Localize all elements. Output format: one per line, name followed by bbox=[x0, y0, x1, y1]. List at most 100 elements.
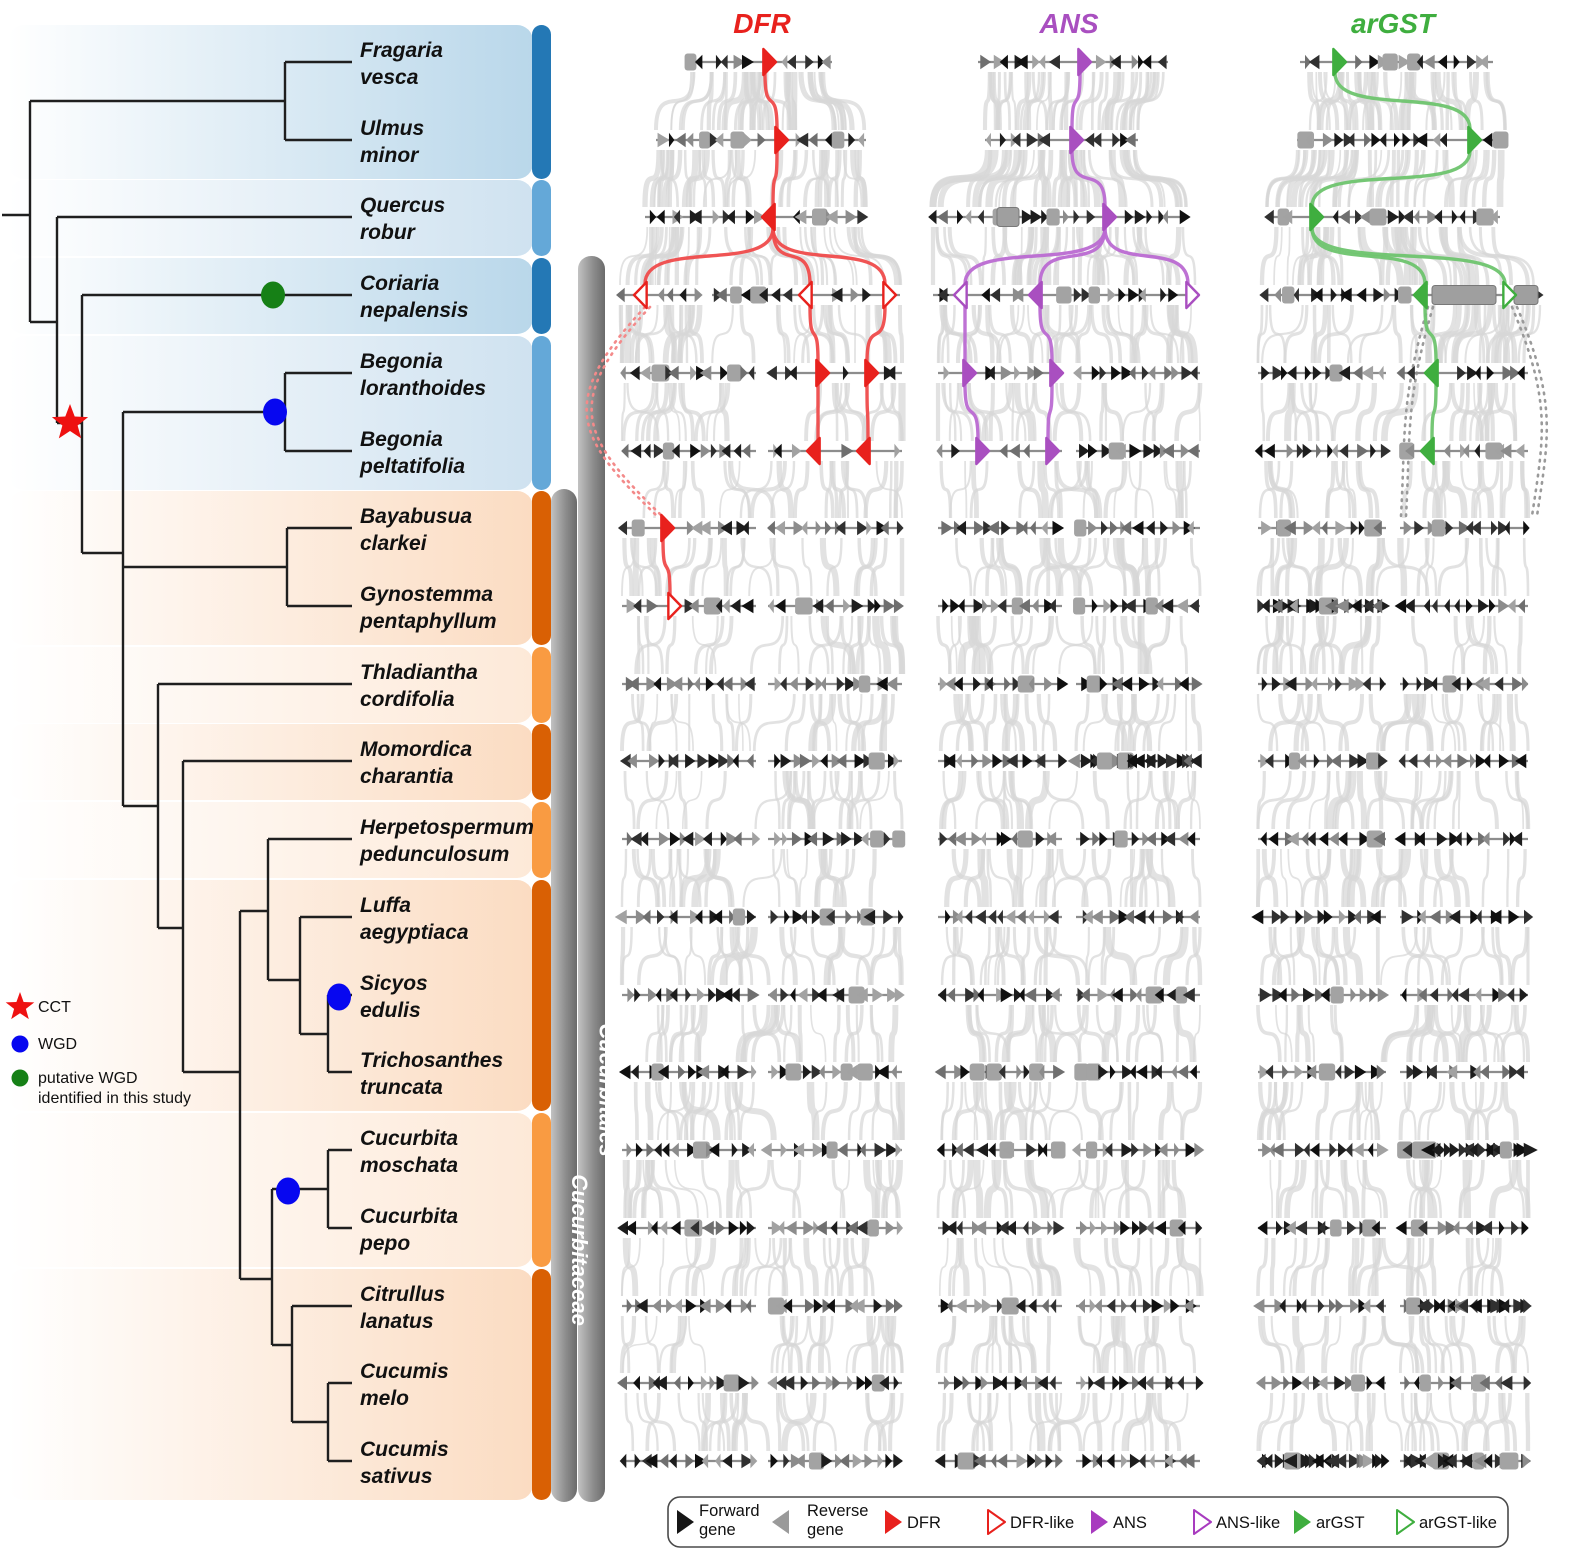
ribbon bbox=[1342, 926, 1364, 986]
ribbon bbox=[1058, 615, 1094, 675]
gene-arrow bbox=[1026, 1142, 1037, 1158]
ribbon bbox=[668, 382, 681, 442]
ribbon bbox=[806, 770, 810, 830]
ribbon bbox=[1334, 460, 1356, 519]
gene-arrow-outline bbox=[1419, 436, 1435, 466]
gene-arrow bbox=[670, 1220, 681, 1236]
gene-arrow bbox=[620, 365, 626, 381]
gene-arrow bbox=[965, 209, 972, 225]
gene-arrow bbox=[657, 132, 670, 148]
gene-arrow bbox=[1012, 676, 1021, 692]
gene-arrow bbox=[815, 676, 824, 692]
ribbon bbox=[1136, 71, 1149, 131]
ribbon bbox=[805, 149, 830, 208]
gene-arrow bbox=[815, 1220, 827, 1236]
gene-arrow bbox=[775, 520, 786, 536]
gene-arrow bbox=[1121, 1298, 1127, 1314]
ribbon bbox=[972, 1392, 999, 1452]
gene-arrow bbox=[630, 443, 642, 459]
synteny-ribbons bbox=[1256, 71, 1542, 1452]
gene-arrow bbox=[1515, 443, 1525, 459]
ribbon bbox=[981, 1237, 1013, 1297]
gene-arrow bbox=[720, 54, 728, 70]
ribbon bbox=[1161, 1159, 1166, 1219]
gene-arrow bbox=[1362, 598, 1374, 614]
ribbon bbox=[1492, 304, 1511, 364]
gene-arrow bbox=[668, 753, 679, 769]
ribbon bbox=[1077, 1004, 1089, 1063]
gene-arrow bbox=[754, 209, 766, 225]
gene-arrow bbox=[1424, 676, 1437, 692]
ribbon bbox=[1316, 226, 1335, 286]
gene-arrow bbox=[857, 132, 865, 148]
gene-arrow bbox=[1438, 1375, 1444, 1391]
ribbon bbox=[863, 1392, 894, 1452]
gene-arrow bbox=[694, 676, 701, 692]
dotted-link bbox=[1404, 305, 1435, 518]
gene-arrow bbox=[974, 1220, 987, 1236]
gene-arrow bbox=[726, 209, 735, 225]
gene-arrow bbox=[1089, 1220, 1096, 1236]
gene-arrow bbox=[1329, 1142, 1337, 1158]
gene-arrow bbox=[857, 209, 869, 225]
gene-arrow bbox=[835, 1453, 843, 1469]
gene-arrow bbox=[1096, 1453, 1102, 1469]
ribbon bbox=[1484, 382, 1494, 442]
ribbon bbox=[1082, 693, 1109, 752]
gene-arrow bbox=[1431, 598, 1438, 614]
ribbon bbox=[1034, 537, 1082, 597]
gene-arrow bbox=[1103, 598, 1112, 614]
ribbon bbox=[636, 615, 641, 675]
species-epithet: loranthoides bbox=[360, 377, 486, 400]
gene-arrow bbox=[651, 1220, 658, 1236]
gene-block bbox=[1398, 286, 1412, 304]
gene-arrow bbox=[1185, 1142, 1197, 1158]
clade-box-tab bbox=[532, 802, 551, 878]
ribbon bbox=[1480, 1004, 1500, 1063]
gene-arrow bbox=[936, 443, 943, 459]
gene-arrow-outline bbox=[1069, 125, 1085, 155]
ribbon bbox=[1058, 304, 1078, 364]
gene-arrow bbox=[1331, 443, 1338, 459]
gene-arrow bbox=[733, 54, 746, 70]
ribbon bbox=[1479, 382, 1509, 442]
gene-arrow bbox=[936, 1142, 945, 1158]
ribbon bbox=[790, 615, 800, 675]
ribbon bbox=[783, 1004, 802, 1063]
ribbon bbox=[1392, 304, 1403, 364]
ribbon bbox=[822, 1237, 834, 1297]
ribbon bbox=[653, 460, 670, 519]
ribbon bbox=[1319, 1159, 1330, 1219]
gene-arrow bbox=[669, 1453, 677, 1469]
ribbon bbox=[972, 1081, 992, 1141]
ribbon bbox=[823, 926, 846, 986]
gene-arrow bbox=[642, 909, 651, 925]
gene-block bbox=[848, 986, 865, 1004]
ribbon bbox=[979, 537, 1005, 597]
ribbon bbox=[1068, 304, 1081, 364]
gene-arrow bbox=[708, 1142, 720, 1158]
gene-arrow bbox=[655, 987, 662, 1003]
gene-arrow bbox=[1146, 831, 1156, 847]
gene-arrow bbox=[898, 909, 904, 925]
gene-arrow bbox=[999, 54, 1008, 70]
ribbon bbox=[1001, 1237, 1034, 1297]
ribbon bbox=[998, 304, 1025, 364]
species-label: Momordica charantia bbox=[360, 738, 472, 788]
ribbon bbox=[890, 382, 904, 442]
gene-arrow bbox=[1142, 831, 1150, 847]
ribbon bbox=[739, 71, 762, 131]
gene-arrow bbox=[1022, 753, 1033, 769]
ribbon bbox=[1419, 848, 1443, 908]
ribbon bbox=[1009, 304, 1034, 364]
ribbon bbox=[1137, 1315, 1160, 1374]
ribbon bbox=[1123, 770, 1152, 830]
gene-block bbox=[868, 752, 885, 770]
ribbon bbox=[1179, 615, 1188, 675]
gene-arrow bbox=[1303, 1142, 1310, 1158]
ribbon bbox=[964, 460, 968, 519]
ribbon bbox=[734, 1159, 743, 1219]
ribbon bbox=[1103, 460, 1128, 519]
gene-legend-label: arGST-like bbox=[1419, 1514, 1497, 1532]
gene-arrow bbox=[1271, 1142, 1284, 1158]
